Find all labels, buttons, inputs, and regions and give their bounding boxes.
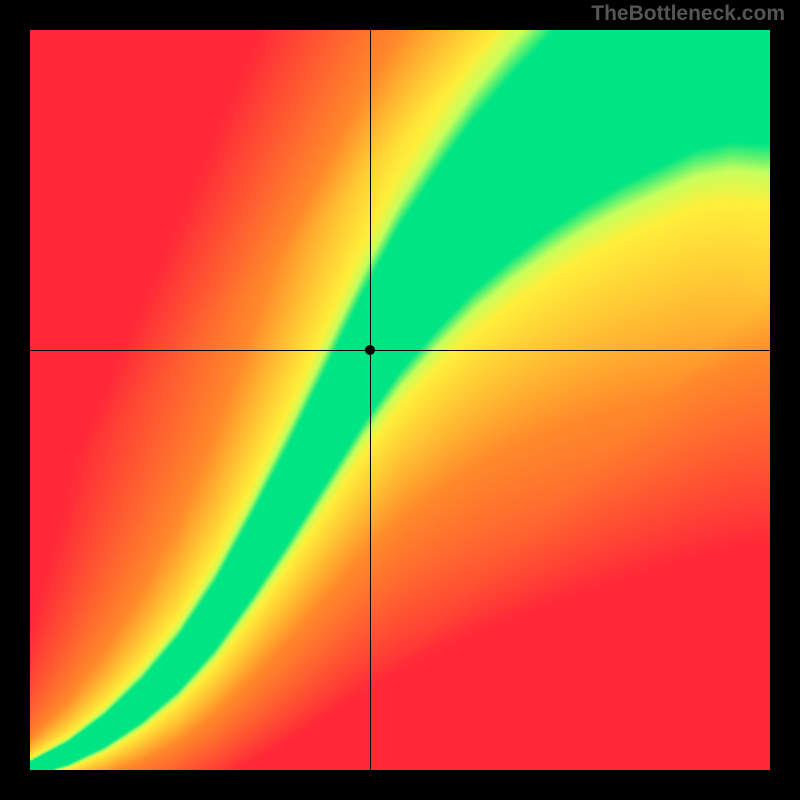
plot-area xyxy=(30,30,770,770)
crosshair-horizontal xyxy=(30,350,770,351)
crosshair-vertical xyxy=(370,30,371,770)
watermark-text: TheBottleneck.com xyxy=(591,2,785,26)
crosshair-marker xyxy=(365,345,375,355)
heatmap-canvas xyxy=(30,30,770,770)
